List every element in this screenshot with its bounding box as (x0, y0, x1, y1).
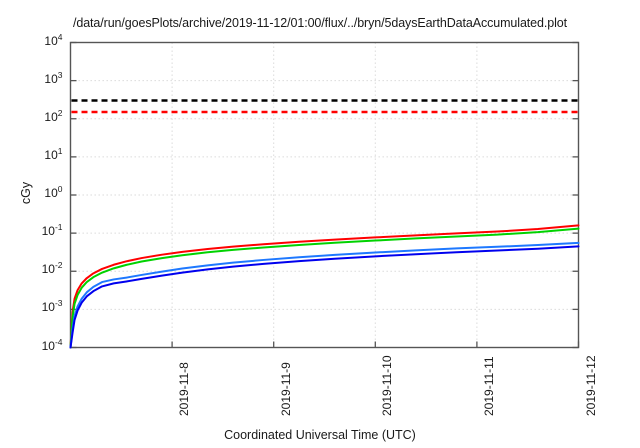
accumulated-dose-green (69, 227, 580, 349)
chart-title: /data/run/goesPlots/archive/2019-11-12/0… (72, 16, 568, 30)
accumulated-dose-darkblue (69, 245, 580, 349)
y-tick-label: 103 (44, 69, 63, 86)
y-tick-label: 104 (44, 31, 63, 48)
x-tick-label: 2019-11-11 (481, 355, 496, 416)
y-tick-label: 102 (44, 107, 63, 124)
y-tick-label: 10-2 (41, 260, 63, 277)
x-axis-title: Coordinated Universal Time (UTC) (224, 428, 416, 442)
y-tick-label: 10-3 (41, 298, 63, 315)
y-tick-label: 100 (44, 184, 63, 200)
x-tick-label: 2019-11-10 (380, 355, 395, 416)
x-axis-tick-marks (171, 341, 580, 348)
y-tick-label: 10-4 (41, 336, 63, 353)
x-tick-label: 2019-11-12 (583, 355, 598, 416)
x-tick-label: 2019-11-8 (177, 361, 192, 416)
accumulated-dose-red (69, 224, 580, 349)
x-tick-label: 2019-11-9 (278, 361, 293, 416)
data-series (69, 224, 580, 349)
threshold-lines (71, 99, 578, 114)
y-tick-label: 101 (44, 145, 63, 162)
accumulated-dose-lightblue (69, 241, 580, 349)
y-tick-label: 10-1 (41, 222, 63, 239)
horizontal-gridlines (70, 80, 579, 310)
plot-frame (69, 41, 580, 349)
vertical-gridlines (171, 42, 478, 348)
